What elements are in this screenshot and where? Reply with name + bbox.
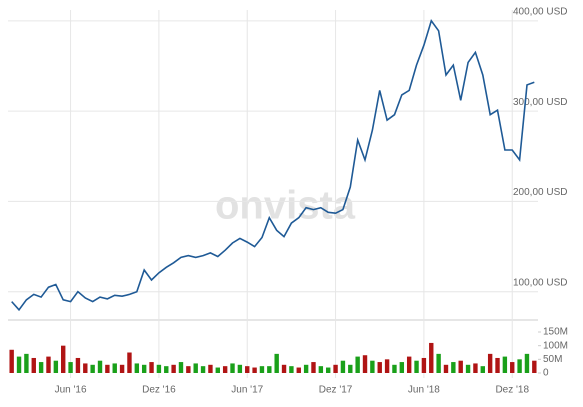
volume-bar: [392, 364, 397, 373]
volume-bar: [348, 364, 353, 373]
volume-bar: [127, 352, 132, 373]
volume-bar: [502, 356, 508, 373]
x-tick-label: Jun '16: [55, 385, 87, 396]
y-tick-label: 300,00 USD: [513, 97, 567, 108]
volume-bar: [532, 360, 537, 373]
x-tick-label: Dez '16: [142, 385, 176, 396]
volume-bar: [112, 363, 117, 373]
volume-bar: [215, 367, 220, 373]
volume-tick-label: 150M: [543, 327, 568, 338]
volume-bar: [186, 366, 191, 373]
volume-bar: [105, 364, 110, 373]
volume-bar: [53, 360, 59, 373]
volume-bar: [134, 363, 140, 373]
volume-bar: [156, 364, 162, 373]
volume-bar: [377, 362, 382, 373]
x-tick-label: Jun '17: [231, 385, 263, 396]
volume-bar: [75, 357, 81, 373]
volume-bar: [24, 353, 29, 373]
volume-bar: [355, 356, 360, 373]
volume-bar: [68, 362, 73, 373]
volume-tick-label: 100M: [543, 340, 568, 351]
volume-bar: [178, 362, 184, 373]
x-tick-label: Dez '17: [319, 385, 353, 396]
volume-bar: [318, 366, 324, 373]
volume-bar: [274, 353, 279, 373]
volume-tick-label: 50M: [543, 354, 562, 365]
price-line: [11, 19, 535, 312]
volume-bar: [524, 353, 530, 373]
volume-bar: [326, 367, 331, 373]
volume-bar: [9, 349, 14, 373]
volume-bar: [31, 357, 36, 373]
volume-bar: [61, 345, 66, 373]
volume-bar: [406, 356, 412, 373]
volume-bar: [267, 366, 272, 373]
volume-bar: [451, 362, 456, 373]
volume-bar: [97, 360, 103, 373]
volume-bar: [281, 364, 287, 373]
volume-bar: [473, 363, 478, 373]
volume-bar: [414, 360, 419, 373]
x-tick-label: Dez '18: [495, 385, 529, 396]
watermark: onvista: [215, 184, 356, 228]
volume-bar: [208, 364, 213, 373]
volume-bar: [171, 364, 176, 373]
volume-bar: [429, 342, 434, 373]
volume-bar: [333, 364, 338, 373]
volume-bar: [193, 363, 198, 373]
volume-bar: [200, 366, 206, 373]
y-tick-label: 400,00 USD: [513, 6, 567, 17]
volume-bar: [230, 363, 235, 373]
volume-bar: [487, 353, 493, 373]
volume-bar: [252, 367, 257, 373]
volume-bar: [458, 360, 463, 373]
volume-bar: [38, 362, 44, 373]
volume-bar: [303, 364, 309, 373]
volume-bar: [421, 357, 427, 373]
y-tick-label: 100,00 USD: [513, 277, 567, 288]
volume-bar: [46, 356, 51, 373]
volume-tick-label: 0: [543, 368, 549, 379]
volume-bar: [90, 364, 95, 373]
volume-bar: [164, 366, 169, 373]
volume-bar: [399, 362, 405, 373]
volume-bar: [510, 362, 515, 373]
volume-bar: [311, 362, 316, 373]
volume-bar: [362, 355, 368, 373]
volume-bar: [289, 366, 294, 373]
volume-bar: [443, 364, 449, 373]
volume-bar: [83, 363, 88, 373]
volume-bar: [480, 366, 485, 373]
volume-bar: [495, 357, 500, 373]
volume-bar: [149, 362, 154, 373]
x-tick-label: Jun '18: [408, 385, 440, 396]
volume-bar: [119, 364, 125, 373]
volume-bar: [384, 359, 390, 373]
y-tick-label: 200,00 USD: [513, 187, 567, 198]
volume-bar: [296, 367, 301, 373]
volume-bar: [370, 360, 375, 373]
volume-bar: [436, 353, 441, 373]
volume-bar: [237, 364, 243, 373]
volume-bar: [141, 364, 147, 373]
volume-bar: [245, 366, 250, 373]
volume-bar: [340, 360, 346, 373]
volume-bar: [517, 359, 522, 373]
volume-bar: [259, 366, 265, 373]
volume-bar: [465, 364, 471, 373]
volume-bar: [16, 356, 22, 373]
volume-bar: [222, 366, 228, 373]
